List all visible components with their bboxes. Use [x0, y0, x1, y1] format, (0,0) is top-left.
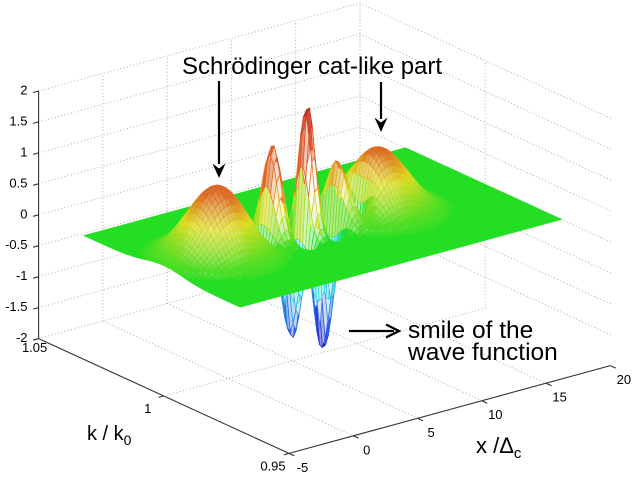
svg-text:0: 0: [363, 442, 370, 457]
svg-text:0: 0: [20, 206, 27, 221]
svg-text:-0.5: -0.5: [5, 237, 27, 252]
svg-text:20: 20: [617, 372, 631, 387]
svg-text:1.5: 1.5: [9, 113, 27, 128]
svg-text:-5: -5: [297, 460, 309, 475]
svg-text:15: 15: [552, 390, 566, 405]
svg-text:1.05: 1.05: [22, 340, 47, 355]
svg-text:Schrödinger cat-like part: Schrödinger cat-like part: [182, 53, 442, 80]
svg-text:0.5: 0.5: [9, 175, 27, 190]
svg-text:-1.5: -1.5: [5, 299, 27, 314]
svg-text:smile of the: smile of the: [408, 317, 533, 344]
svg-text:0.95: 0.95: [260, 458, 285, 473]
svg-text:x /Δc: x /Δc: [476, 433, 522, 462]
svg-text:wave function: wave function: [407, 339, 558, 366]
svg-text:10: 10: [488, 407, 502, 422]
svg-text:1: 1: [144, 401, 151, 416]
svg-text:1: 1: [20, 144, 27, 159]
svg-text:-2: -2: [16, 330, 28, 345]
svg-text:-1: -1: [16, 268, 28, 283]
svg-text:2: 2: [20, 83, 27, 98]
svg-text:5: 5: [427, 425, 434, 440]
